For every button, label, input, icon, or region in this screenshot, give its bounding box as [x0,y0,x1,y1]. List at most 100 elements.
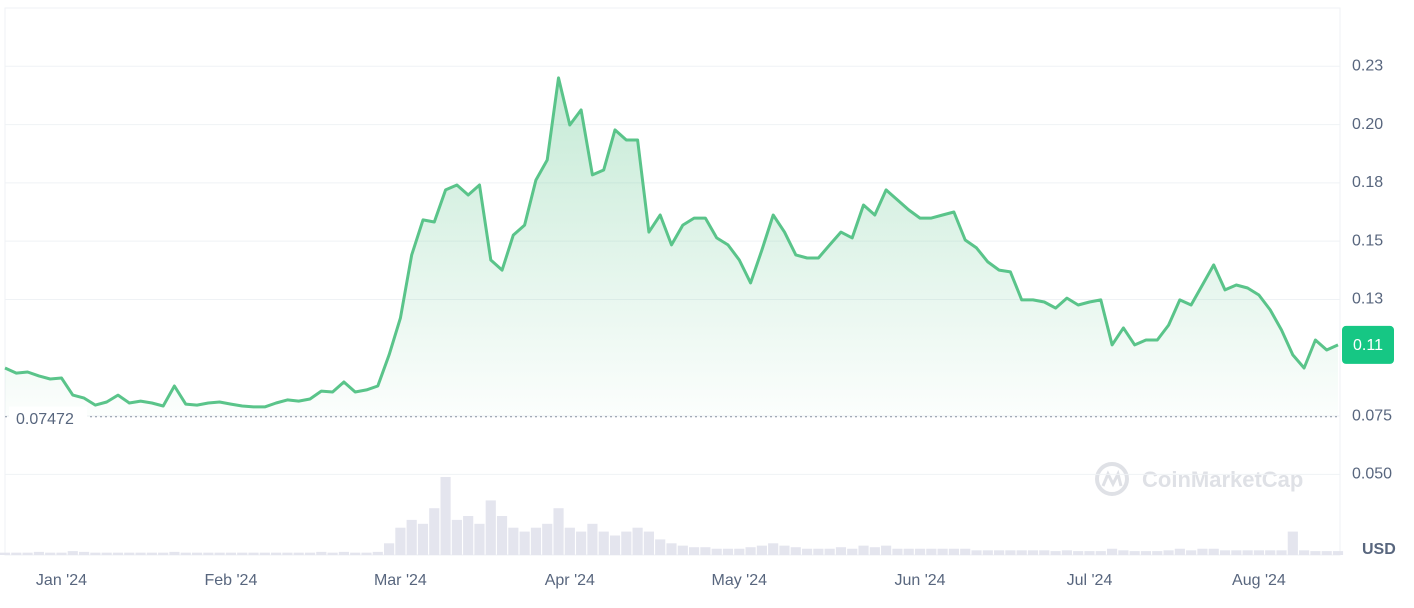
volume-bar [711,548,722,555]
volume-bar [722,548,734,555]
volume-bar [643,531,654,555]
volume-bar [960,548,971,555]
y-tick-label: 0.075 [1352,407,1392,424]
volume-bar [372,551,383,555]
volume-bar [101,552,112,555]
volume-bar [146,552,157,555]
volume-bar [271,552,282,555]
volume-bar [587,523,598,555]
volume-bar [1084,551,1095,555]
volume-bar [824,548,835,555]
volume-bar [124,552,135,555]
volume-bar [869,547,880,555]
volume-bar [169,551,180,555]
area [5,77,1338,417]
volume-bar [304,552,316,555]
volume-bar [542,523,553,555]
volume-bar [350,552,361,555]
volume-bar [417,523,429,555]
volume-bar [474,523,485,555]
x-tick-label: Jul '24 [1067,572,1113,589]
volume-bar [530,527,542,555]
x-tick-label: Feb '24 [204,572,257,589]
volume-bar [655,539,666,555]
volume-bar [485,500,496,555]
volume-bar [282,552,293,555]
y-tick-label: 0.20 [1352,116,1383,133]
volume-bar [1174,548,1185,555]
x-tick-label: Mar '24 [374,572,427,589]
volume-bar [689,547,700,555]
y-tick-label: 0.18 [1352,174,1383,191]
price-tag [1342,325,1394,364]
volume-bar [948,548,959,555]
volume-bar [801,548,813,555]
volume-bar [1005,550,1016,555]
volume-bar [1219,550,1231,555]
volume-bar [892,548,903,555]
volume-bar [971,550,982,555]
volume-bar [621,531,632,555]
volume-bar [203,552,214,555]
volume-bar [1152,551,1163,555]
y-tick-label: 0.13 [1352,291,1383,308]
y-tick-label: 0.15 [1352,232,1383,249]
y-tick-label: 0.23 [1352,58,1383,75]
y-tick-label: 0.050 [1352,466,1392,483]
volume-bar [576,531,587,555]
volume-bar [598,531,609,555]
volume-bar [926,548,937,555]
volume-bar [734,548,745,555]
volume-bar [813,548,824,555]
volume-bar [0,552,11,555]
volume-bar [1095,551,1106,555]
volume-bar [1163,550,1174,555]
volume-bar [745,547,756,555]
volume-bar [1061,550,1072,555]
volume-bar [1208,548,1219,555]
volume-bar [858,545,869,555]
baseline-label-bg [9,406,87,427]
volume-bar [406,519,417,555]
volume-bar [429,508,440,555]
volume-bar [293,552,304,555]
volume-bar [768,543,779,555]
volume-bar [779,545,790,555]
volume-bar [361,552,372,555]
volume-bar [1321,551,1332,555]
volume-bar [982,550,993,555]
x-tick-label: Jan '24 [36,572,87,589]
volume-bar [881,545,892,555]
volume-bar [1310,551,1321,555]
price-tag-label: 0.11 [1353,337,1383,354]
volume-bar [508,527,519,555]
volume-bar [158,552,169,555]
volume-bar [496,516,508,555]
x-tick-label: Apr '24 [545,572,595,589]
volume-bar [1050,551,1061,555]
x-tick-label: May '24 [712,572,768,589]
volume-bar [384,543,395,555]
volume-bar [22,552,33,555]
watermark-text: CoinMarketCap [1142,467,1303,492]
volume-bar [33,551,44,555]
volume-bar [225,552,237,555]
x-tick-label: Jun '24 [894,572,945,589]
volume-bar [56,552,67,555]
x-tick-label: Aug '24 [1232,572,1286,589]
volume-bar [835,547,847,555]
volume-bar [395,527,406,555]
volume-bar [1231,550,1242,555]
volume-bar [463,516,474,555]
price-line [4,76,1339,409]
volume-bar [440,477,451,555]
volume-bar [191,552,203,555]
volume-bar [666,543,677,555]
volume-bar [316,551,327,555]
volume-bar [1106,548,1118,555]
volume-bar [1197,548,1208,555]
volume-bar [1073,551,1084,555]
volume-bar [180,552,191,555]
volume-bar [112,552,124,555]
volume-bar [1129,551,1140,555]
